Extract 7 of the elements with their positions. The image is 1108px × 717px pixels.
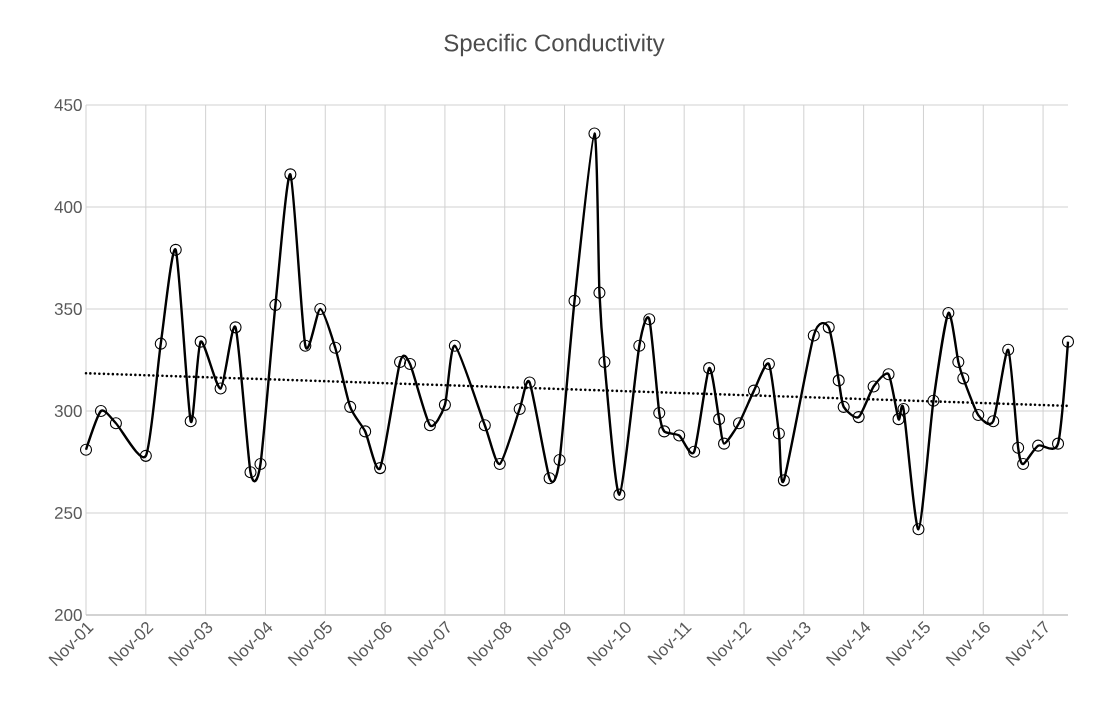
y-tick-label: 200 (54, 608, 82, 622)
y-tick-label: 350 (54, 302, 82, 316)
y-tick-label: 250 (54, 506, 82, 520)
y-tick-label: 400 (54, 200, 82, 214)
y-tick-label: 450 (54, 98, 82, 112)
y-tick-label: 300 (54, 404, 82, 418)
chart-title: Specific Conductivity (444, 33, 665, 57)
